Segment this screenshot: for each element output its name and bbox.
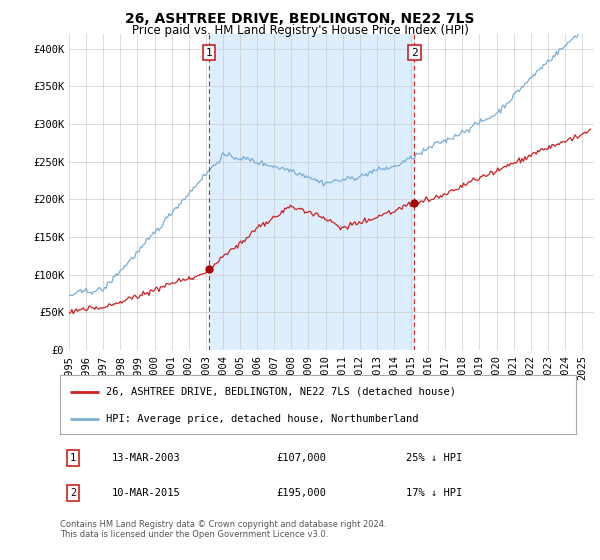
Text: 10-MAR-2015: 10-MAR-2015 bbox=[112, 488, 181, 498]
Bar bbox=[209, 34, 415, 350]
Text: 13-MAR-2003: 13-MAR-2003 bbox=[112, 453, 181, 463]
Text: 25% ↓ HPI: 25% ↓ HPI bbox=[406, 453, 462, 463]
Text: HPI: Average price, detached house, Northumberland: HPI: Average price, detached house, Nort… bbox=[106, 414, 419, 424]
Text: 1: 1 bbox=[206, 48, 212, 58]
Text: 26, ASHTREE DRIVE, BEDLINGTON, NE22 7LS: 26, ASHTREE DRIVE, BEDLINGTON, NE22 7LS bbox=[125, 12, 475, 26]
Text: £195,000: £195,000 bbox=[277, 488, 327, 498]
Text: 2: 2 bbox=[70, 488, 76, 498]
Text: 2: 2 bbox=[411, 48, 418, 58]
Text: 26, ASHTREE DRIVE, BEDLINGTON, NE22 7LS (detached house): 26, ASHTREE DRIVE, BEDLINGTON, NE22 7LS … bbox=[106, 386, 457, 396]
Text: Price paid vs. HM Land Registry's House Price Index (HPI): Price paid vs. HM Land Registry's House … bbox=[131, 24, 469, 36]
Text: 17% ↓ HPI: 17% ↓ HPI bbox=[406, 488, 462, 498]
Text: £107,000: £107,000 bbox=[277, 453, 327, 463]
Text: Contains HM Land Registry data © Crown copyright and database right 2024.
This d: Contains HM Land Registry data © Crown c… bbox=[60, 520, 386, 539]
Text: 1: 1 bbox=[70, 453, 76, 463]
